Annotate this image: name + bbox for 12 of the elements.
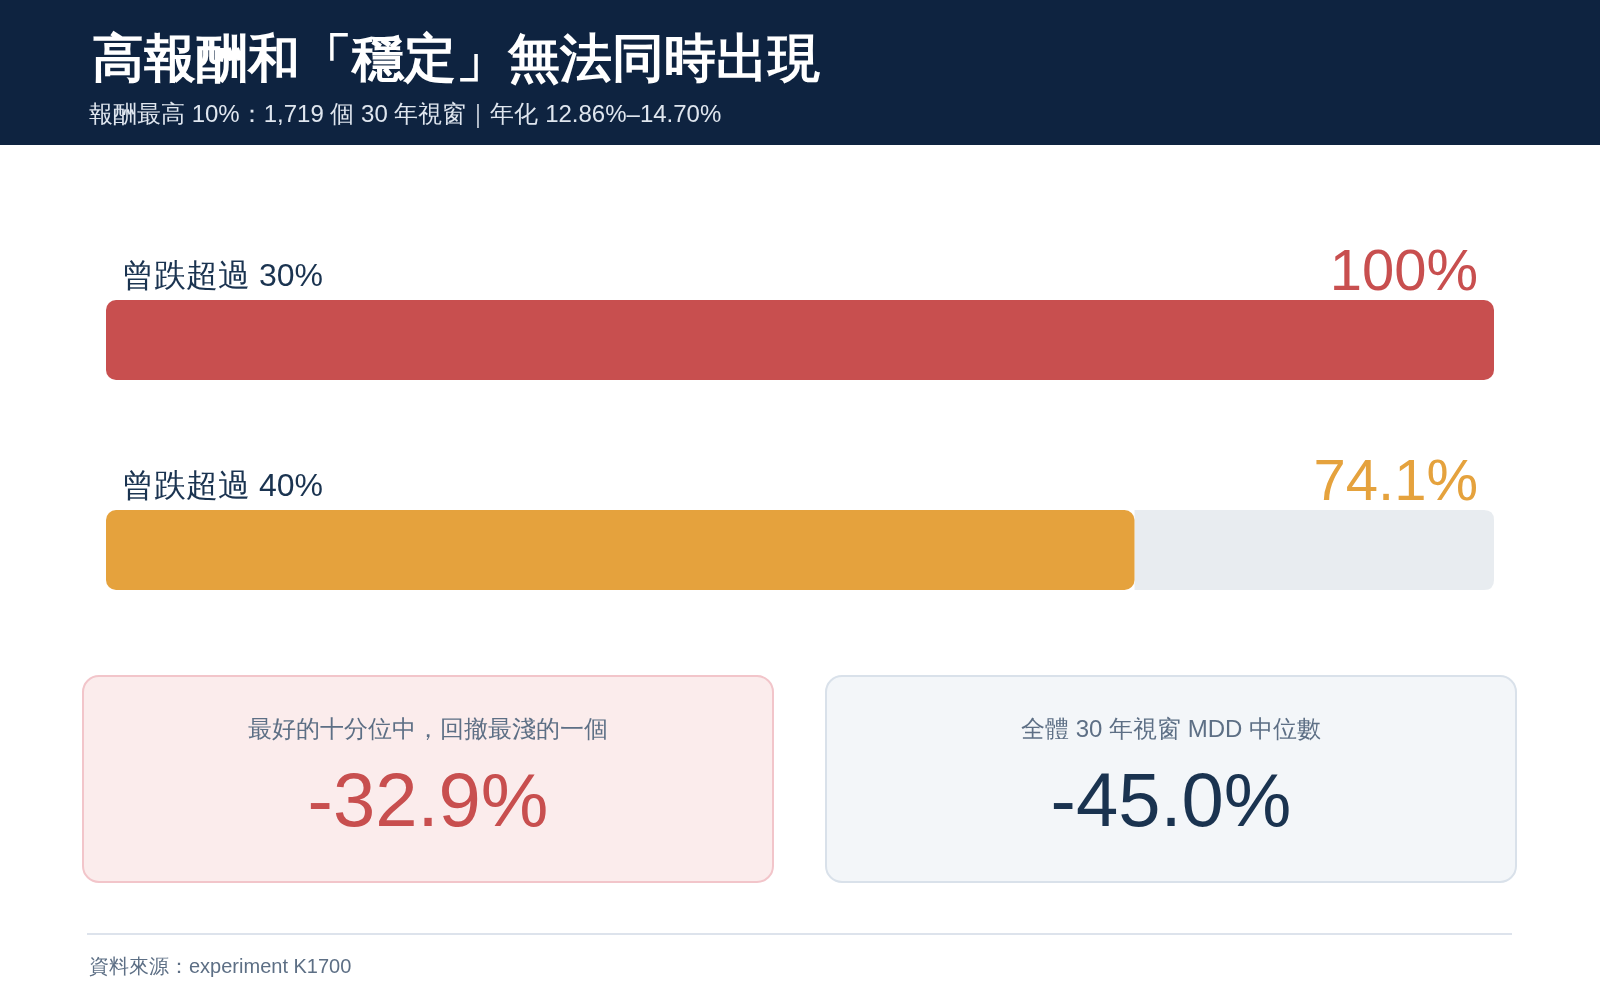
text: 最好的十分位中，回撤最淺的一個 <box>248 715 608 742</box>
y-tick-label: 曾跌超過 30% <box>122 257 323 293</box>
text: 全體 30 年視窗 MDD 中位數 <box>1020 715 1322 742</box>
source-note: 資料來源：experiment K1700 <box>89 955 352 977</box>
chart-subtitle: 報酬最高 10%：1,719 個 30 年視窗｜年化 12.86%–14.70% <box>89 100 722 128</box>
chart-title: 高報酬和「穩定」無法同時出現 <box>92 29 820 87</box>
data-label: 100% <box>1329 237 1478 302</box>
header: 高報酬和「穩定」無法同時出現 報酬最高 10%：1,719 個 30 年視窗｜年化 12.86%–14.70% <box>0 0 1600 145</box>
text: -45.0% <box>1050 757 1292 842</box>
data-label: 74.1% <box>1313 447 1478 512</box>
y-tick-label: 曾跌超過 40% <box>122 467 323 503</box>
text: -32.9% <box>307 757 549 842</box>
